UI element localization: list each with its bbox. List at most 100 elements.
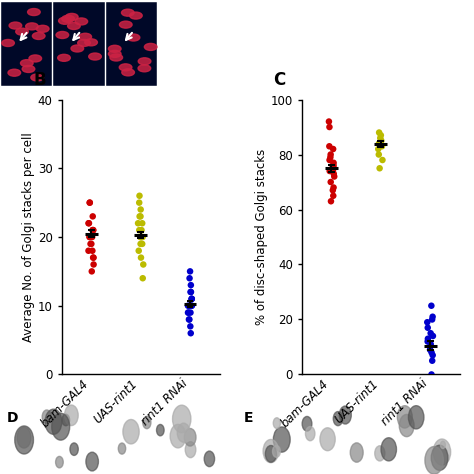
Point [424, 337, 431, 345]
Circle shape [121, 9, 134, 16]
Point [90, 226, 97, 234]
Circle shape [118, 443, 126, 454]
Point [137, 254, 145, 262]
Circle shape [122, 69, 135, 76]
Point [85, 219, 92, 227]
Point [378, 137, 385, 145]
Circle shape [71, 45, 83, 52]
Circle shape [22, 65, 35, 73]
Point [187, 309, 194, 317]
Point [89, 226, 96, 234]
Point [379, 156, 386, 164]
Circle shape [263, 439, 279, 463]
Point [375, 140, 383, 147]
Circle shape [109, 50, 121, 57]
Circle shape [145, 44, 157, 50]
Point [89, 212, 97, 220]
Circle shape [109, 46, 121, 52]
Point [86, 233, 93, 241]
Text: B: B [33, 71, 46, 89]
Point [330, 184, 337, 191]
Circle shape [16, 28, 28, 35]
Circle shape [129, 12, 142, 19]
Circle shape [62, 414, 70, 426]
Circle shape [29, 55, 42, 62]
Point [376, 134, 384, 142]
Point [139, 274, 146, 282]
Circle shape [204, 451, 215, 466]
Point [326, 167, 334, 175]
Circle shape [381, 438, 396, 461]
Point [138, 226, 146, 234]
Circle shape [333, 411, 343, 426]
Point [329, 145, 337, 153]
Circle shape [70, 443, 78, 456]
Bar [54, 2, 105, 86]
Circle shape [397, 406, 412, 428]
Point [375, 129, 383, 137]
Circle shape [265, 446, 276, 462]
Circle shape [58, 55, 70, 61]
Point [329, 167, 337, 175]
Point [184, 302, 192, 310]
Point [329, 192, 337, 200]
Point [186, 274, 193, 282]
Bar [106, 2, 157, 86]
Circle shape [273, 418, 281, 428]
Point [423, 319, 431, 326]
Point [187, 302, 194, 310]
Point [187, 288, 195, 296]
Circle shape [20, 60, 33, 67]
Point [138, 233, 146, 241]
Point [330, 164, 337, 172]
Circle shape [75, 18, 88, 25]
Point [139, 233, 146, 241]
Point [135, 247, 143, 255]
Point [89, 254, 97, 262]
Circle shape [305, 427, 315, 441]
Circle shape [350, 443, 363, 462]
Point [428, 349, 435, 356]
Point [185, 316, 193, 323]
Point [429, 351, 437, 359]
Point [427, 329, 435, 337]
Point [136, 226, 143, 234]
Point [428, 371, 435, 378]
Circle shape [399, 414, 414, 437]
Point [330, 173, 338, 180]
Point [136, 199, 143, 207]
Circle shape [78, 39, 91, 46]
Point [375, 151, 383, 158]
Circle shape [409, 406, 424, 429]
Point [325, 118, 333, 125]
Point [429, 332, 437, 340]
Circle shape [425, 447, 443, 474]
Text: C: C [273, 71, 286, 89]
Point [188, 295, 195, 303]
Circle shape [8, 69, 21, 76]
Circle shape [138, 58, 151, 65]
Circle shape [55, 456, 63, 468]
Point [138, 240, 146, 247]
Point [187, 329, 194, 337]
Point [376, 164, 383, 172]
Point [186, 316, 193, 323]
Y-axis label: Average No. of Golgi stacks per cell: Average No. of Golgi stacks per cell [22, 132, 35, 342]
Circle shape [45, 409, 62, 434]
Circle shape [156, 424, 164, 436]
Circle shape [339, 406, 351, 424]
Circle shape [375, 446, 385, 461]
Circle shape [302, 417, 312, 431]
Point [426, 343, 434, 351]
Point [138, 219, 146, 227]
Point [188, 302, 195, 310]
Point [377, 131, 385, 139]
Point [374, 145, 382, 153]
Point [85, 247, 92, 255]
Point [89, 226, 97, 234]
Point [139, 261, 147, 268]
Point [329, 186, 337, 194]
Point [86, 199, 93, 207]
Point [136, 212, 144, 220]
Point [90, 261, 97, 268]
